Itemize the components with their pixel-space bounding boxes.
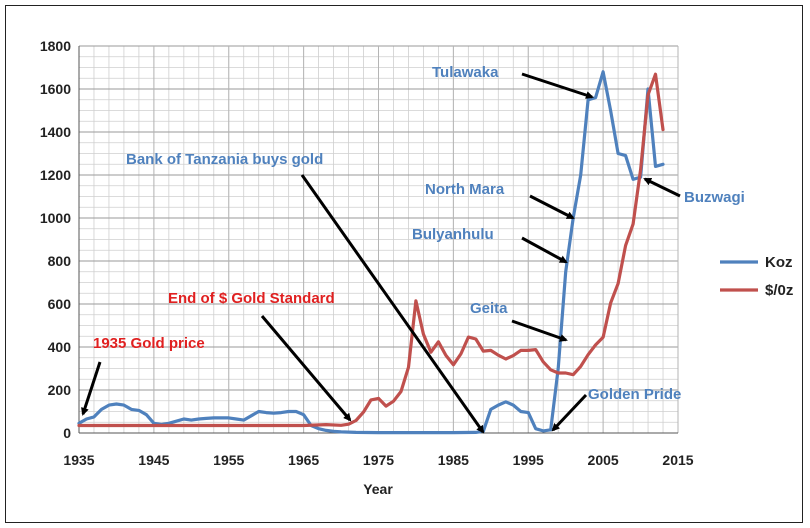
x-tick-label: 1975	[363, 452, 394, 468]
x-tick-label: 1985	[438, 452, 469, 468]
y-tick-label: 1000	[40, 210, 71, 226]
x-tick-label: 2005	[588, 452, 619, 468]
x-tick-labels: 1935 1945 1955 1965 1975 1985 1995 2005 2015	[63, 452, 693, 468]
series-line-price	[77, 72, 665, 428]
y-tick-label: 600	[48, 296, 72, 312]
x-tick-label: 2015	[662, 452, 693, 468]
annotation-arrow	[551, 393, 588, 432]
annotation-label: Bulyanhulu	[412, 226, 494, 243]
annotation-label: End of $ Gold Standard	[168, 290, 335, 307]
annotation-arrow	[529, 194, 575, 220]
annotation-arrows	[81, 72, 681, 434]
legend: Koz $/0z	[720, 254, 793, 299]
y-tick-label: 1800	[40, 38, 71, 54]
annotation-arrow	[260, 315, 352, 422]
y-tick-label: 1600	[40, 81, 71, 97]
y-tick-label: 400	[48, 339, 72, 355]
x-tick-label: 1955	[213, 452, 244, 468]
annotation-arrow	[521, 72, 594, 99]
y-tick-label: 0	[63, 425, 71, 441]
y-tick-label: 1400	[40, 124, 71, 140]
annotations: 1935 Gold price End of $ Gold Standard Ban…	[93, 64, 745, 403]
x-tick-label: 1945	[138, 452, 169, 468]
annotation-label: Geita	[470, 300, 508, 317]
annotation-label: Bank of Tanzania buys gold	[126, 151, 323, 168]
series-line-koz	[77, 70, 665, 435]
annotation-arrow	[81, 361, 102, 416]
annotation-arrow	[643, 177, 681, 198]
annotation-arrow	[300, 174, 485, 434]
legend-label: $/0z	[765, 282, 793, 299]
annotation-label: North Mara	[425, 181, 505, 198]
annotation-arrow	[521, 236, 568, 264]
y-tick-label: 200	[48, 382, 72, 398]
y-tick-labels: 0 200 400 600 800 1000 1200 1400 1600 1800	[40, 38, 71, 441]
annotation-label: Buzwagi	[684, 189, 745, 206]
annotation-label: Tulawaka	[432, 64, 499, 81]
x-tick-label: 1935	[63, 452, 94, 468]
y-tick-label: 800	[48, 253, 72, 269]
annotation-label: 1935 Gold price	[93, 335, 205, 352]
x-tick-label: 1995	[513, 452, 544, 468]
series-lines	[77, 70, 665, 435]
annotation-arrow	[511, 319, 568, 342]
x-axis-title: Year	[363, 481, 393, 497]
chart-frame	[5, 5, 803, 523]
legend-label: Koz	[765, 254, 793, 271]
y-tick-label: 1200	[40, 167, 71, 183]
annotation-label: Golden Pride	[588, 386, 681, 403]
x-tick-label: 1965	[288, 452, 319, 468]
